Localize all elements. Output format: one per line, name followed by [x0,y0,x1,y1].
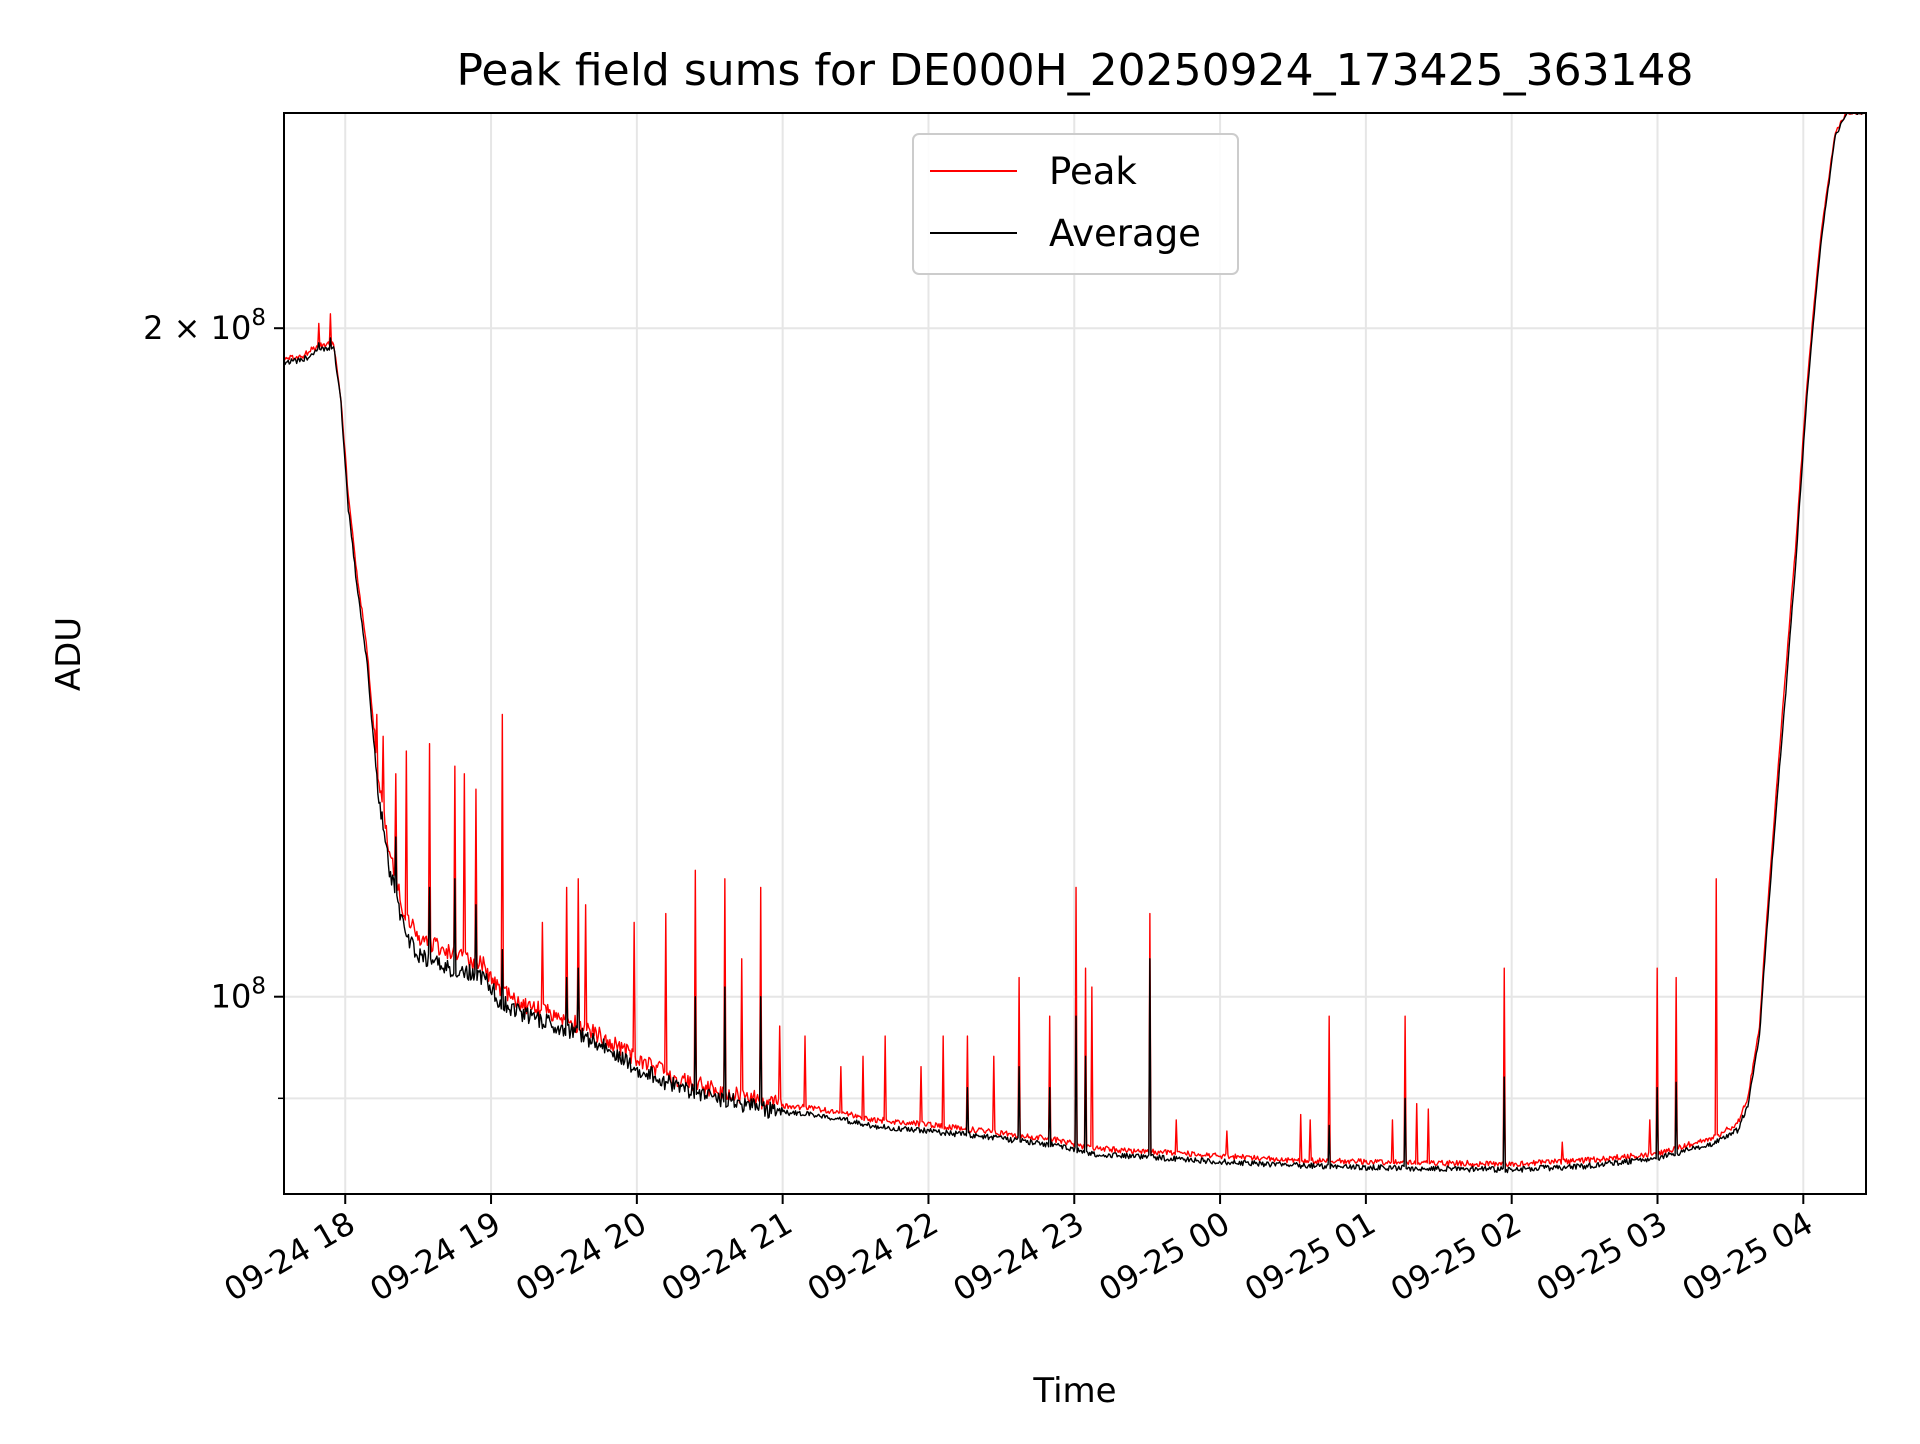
y-tick-label: 2 × 108 [143,305,266,347]
y-axis-label: ADU [49,617,89,691]
series-lines [283,112,1866,1174]
legend-box [912,133,1239,275]
series-line-average [283,112,1866,1174]
legend: Peak Average [912,133,1239,275]
legend-peak-label: Peak [1049,150,1137,193]
legend-average-label: Average [1049,212,1201,255]
chart-title: Peak field sums for DE000H_20250924_1734… [456,45,1693,96]
y-tick-label: 108 [211,974,266,1016]
x-axis-label: Time [1032,1371,1116,1411]
